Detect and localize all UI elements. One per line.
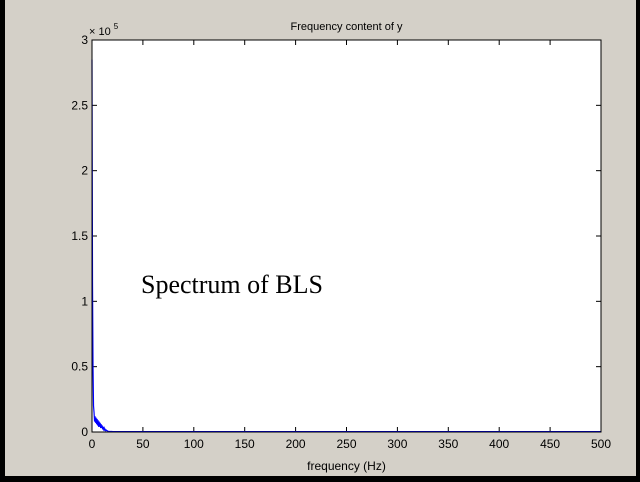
spectrum-chart: 0 50 100 150 200 250 300 350 400 450 500 0 0.5 1 1.5 2…: [71, 21, 611, 473]
x-tick-label: 250: [336, 437, 356, 451]
x-tick-label: 100: [184, 437, 204, 451]
x-tick-label: 400: [489, 437, 509, 451]
x-tick-label: 50: [136, 437, 150, 451]
annotation-text: Spectrum of BLS: [141, 270, 323, 299]
x-tick-label: 0: [89, 437, 96, 451]
y-tick-label: 1: [81, 294, 88, 308]
plot-frame: [91, 39, 602, 433]
y-multiplier-base: × 10: [89, 26, 111, 38]
y-axis: 0 0.5 1 1.5 2 2.5 3: [71, 33, 601, 439]
y-axis-multiplier: × 10 5: [89, 22, 119, 38]
y-tick-label: 2.5: [71, 98, 88, 112]
x-axis-label: frequency (Hz): [307, 459, 386, 473]
x-tick-label: 450: [540, 437, 560, 451]
x-tick-label: 200: [286, 437, 306, 451]
x-tick-label: 300: [387, 437, 407, 451]
x-tick-label: 500: [591, 437, 611, 451]
y-tick-label: 2: [81, 164, 88, 178]
chart-title: Frequency content of y: [291, 21, 403, 33]
y-tick-label: 1.5: [71, 229, 88, 243]
y-tick-label: 0: [81, 425, 88, 439]
plot-area: [92, 40, 601, 432]
y-multiplier-exponent: 5: [114, 22, 119, 31]
x-axis: 0 50 100 150 200 250 300 350 400 450 500: [89, 40, 611, 451]
y-tick-label: 0.5: [71, 360, 88, 374]
x-tick-label: 150: [235, 437, 255, 451]
x-tick-label: 350: [438, 437, 458, 451]
y-tick-label: 3: [81, 33, 88, 47]
